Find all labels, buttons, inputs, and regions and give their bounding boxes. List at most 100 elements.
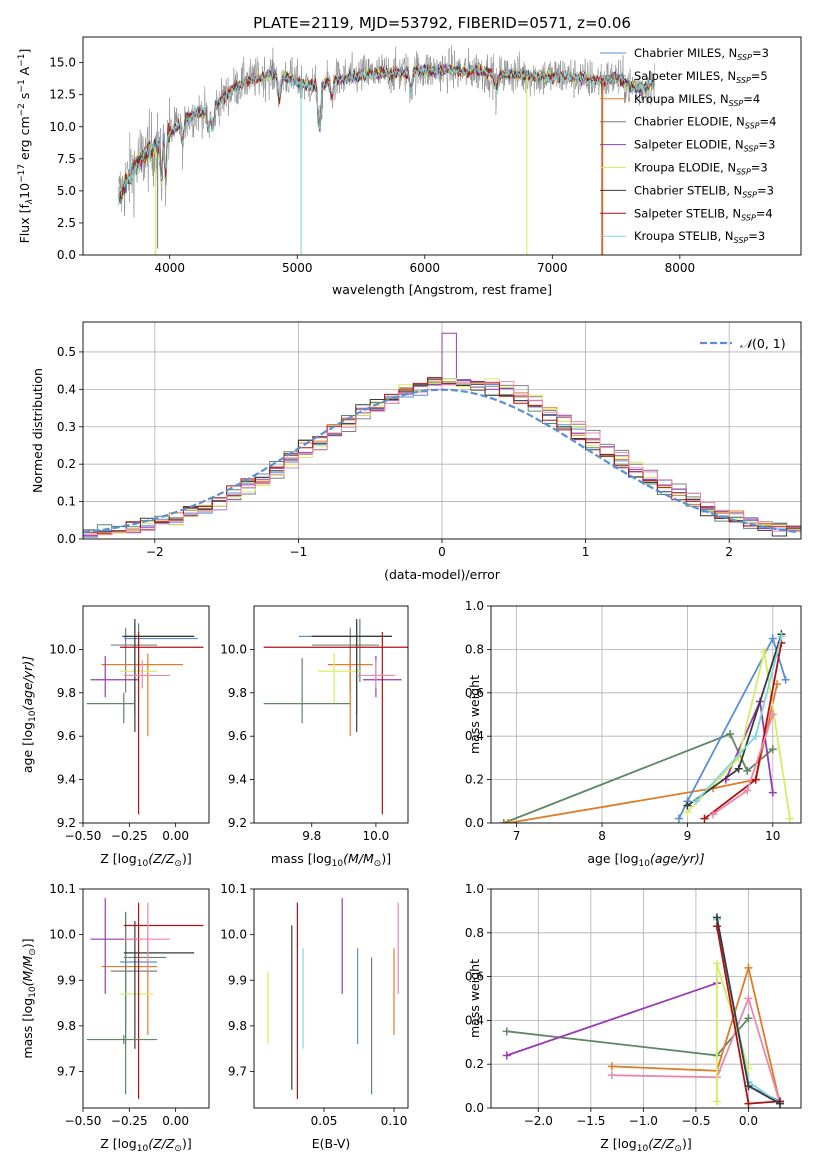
y-tick-label: 10.0: [49, 928, 76, 942]
legend-entry: Chabrier MILES, NSSP=3: [634, 46, 769, 62]
y-tick-label: 5.0: [57, 184, 76, 198]
mass-weight-marker: [712, 922, 721, 931]
axes-frame: [490, 888, 802, 1109]
mass-weight-marker: [781, 675, 790, 684]
legend-n: =4: [760, 115, 777, 129]
plot-area: [267, 898, 399, 1099]
legend-n: =3: [748, 229, 765, 243]
mass-weight-marker: [743, 766, 752, 775]
mass-weight-marker: [768, 710, 777, 719]
x-tick-label: 7000: [537, 261, 568, 275]
y-tick-label: 0.2: [465, 1057, 484, 1071]
x-axis-label-part: 10: [639, 859, 651, 869]
y-axis-label-part: )]: [20, 938, 35, 948]
x-tick-label: −0.25: [111, 829, 148, 843]
y-axis-label: Normed distribution: [30, 368, 45, 493]
legend-entry: Kroupa ELODIE, NSSP=3: [634, 161, 768, 177]
legend-entry: Kroupa STELIB, NSSP=3: [634, 229, 765, 245]
x-tick-label: −1.0: [629, 1114, 658, 1128]
mass-weight-line: [611, 995, 781, 1104]
mass-weight-marker: [775, 1099, 784, 1108]
x-axis-label-part: 10: [137, 859, 149, 869]
legend-gauss-args: (0, 1): [752, 336, 786, 351]
y-axis-label-part: −1: [17, 79, 27, 92]
x-axis-label: Z [log10(Z/Z⊙)]: [100, 851, 191, 869]
x-tick-label: 0.05: [311, 1114, 338, 1128]
x-axis-label-part: (Z/Z: [648, 1136, 675, 1151]
mass-weight-marker: [691, 797, 700, 806]
y-axis-label: age [log10(age/yr)]: [20, 656, 38, 773]
x-tick-label: −0.25: [111, 1114, 148, 1128]
mass-weight-marker: [712, 1097, 721, 1106]
mass-weight-marker: [709, 810, 718, 819]
x-tick-label: −2: [146, 545, 164, 559]
plot-area: [86, 619, 204, 815]
legend-entry: Kroupa MILES, NSSP=4: [634, 92, 760, 108]
mass-weight-line: [506, 982, 718, 1057]
legend-n: =3: [752, 46, 769, 60]
x-axis-label: wavelength [Angstrom, rest frame]: [332, 282, 552, 297]
y-axis-label-part: λ: [25, 199, 35, 205]
y-axis-label-part: 10: [17, 183, 32, 199]
legend-sub: SSP: [741, 213, 756, 222]
x-axis-label-part: Z [log: [100, 851, 136, 866]
legend-n: =3: [757, 183, 774, 197]
plot-area: [83, 322, 801, 539]
legend-gauss-label: 𝒩(0, 1): [740, 336, 786, 351]
panel-spectrum: 4000 5000 6000 7000 8000 0.0 2.5 5.0 7.5 10.0 12.5…: [17, 36, 802, 297]
y-tick-label: 10.1: [49, 882, 76, 896]
plot-area: [491, 606, 801, 823]
legend-entry: Chabrier ELODIE, NSSP=4: [634, 115, 776, 131]
mass-weight-marker: [744, 1099, 753, 1108]
x-axis-label-part: ⊙: [174, 859, 182, 869]
legend-name: Kroupa MILES, N: [634, 92, 729, 106]
x-axis-label-part: 10: [137, 1144, 149, 1154]
panel-age-vs-Z: −0.50 −0.25 0.009.29.49.69.810.0Z [log10(Z…: [20, 605, 210, 869]
y-axis-label-part: −1: [17, 54, 27, 67]
legend-sub: SSP: [736, 76, 751, 85]
y-axis-label-part: −17: [17, 164, 27, 183]
x-axis-label-part: 10: [332, 859, 344, 869]
x-tick-label: 5000: [282, 261, 313, 275]
y-axis-label-part: erg cm: [17, 116, 32, 164]
x-tick-label: 0.00: [162, 829, 189, 843]
axes-frame: [82, 36, 802, 256]
x-tick-label: 0.10: [381, 1114, 408, 1128]
y-tick-label: 0.1: [57, 495, 76, 509]
x-axis-label-part: )]: [682, 1136, 692, 1151]
panel-age-vs-mass: 9.8 10.0 9.2 9.4 9.6 9.8 10.0 mass [log10(M/M⊙)…: [220, 605, 409, 869]
y-tick-label: 9.8: [228, 1019, 247, 1033]
x-axis-label-part: (Z/Z: [148, 1136, 175, 1151]
y-tick-label: 0.2: [465, 773, 484, 787]
axes-frame: [253, 888, 409, 1109]
mass-weight-marker: [734, 764, 743, 773]
y-tick-label: 0.0: [57, 532, 76, 546]
x-axis-label-part: ⊙: [174, 1144, 182, 1154]
legend-sub: SSP: [729, 99, 744, 108]
mass-weight-marker: [777, 632, 786, 641]
axes-frame: [82, 605, 210, 824]
x-tick-label: 2: [725, 545, 733, 559]
y-axis-label-part: A: [17, 66, 32, 79]
x-tick-label: 0: [438, 545, 446, 559]
y-tick-label: 9.8: [57, 1019, 76, 1033]
y-axis-label-part: (age/yr)]: [20, 656, 35, 711]
legend-sub: SSP: [736, 168, 751, 177]
y-tick-label: 10.0: [220, 642, 247, 656]
plot-area: [263, 619, 408, 815]
y-axis-label-part: ⊙: [28, 948, 38, 956]
legend-name: Chabrier ELODIE, N: [634, 115, 745, 129]
x-tick-label: 1: [582, 545, 590, 559]
plot-area: [118, 45, 655, 255]
y-tick-label: 10.1: [220, 882, 247, 896]
spectrum-series-line: [118, 62, 655, 207]
panel-residuals: −2 −1 0 1 2 0.0 0.1 0.2 0.3 0.4 0.5 𝒩(0, 1) (data-mo…: [30, 321, 802, 582]
x-tick-label: 8000: [665, 261, 696, 275]
x-axis-label-part: ⊙: [674, 1144, 682, 1154]
legend-name: Salpeter MILES, N: [634, 69, 736, 83]
mass-weight-marker: [744, 963, 753, 972]
axes-frame: [490, 605, 802, 824]
y-tick-label: 0.3: [57, 420, 76, 434]
x-axis-label-part: (M/M: [343, 851, 374, 866]
